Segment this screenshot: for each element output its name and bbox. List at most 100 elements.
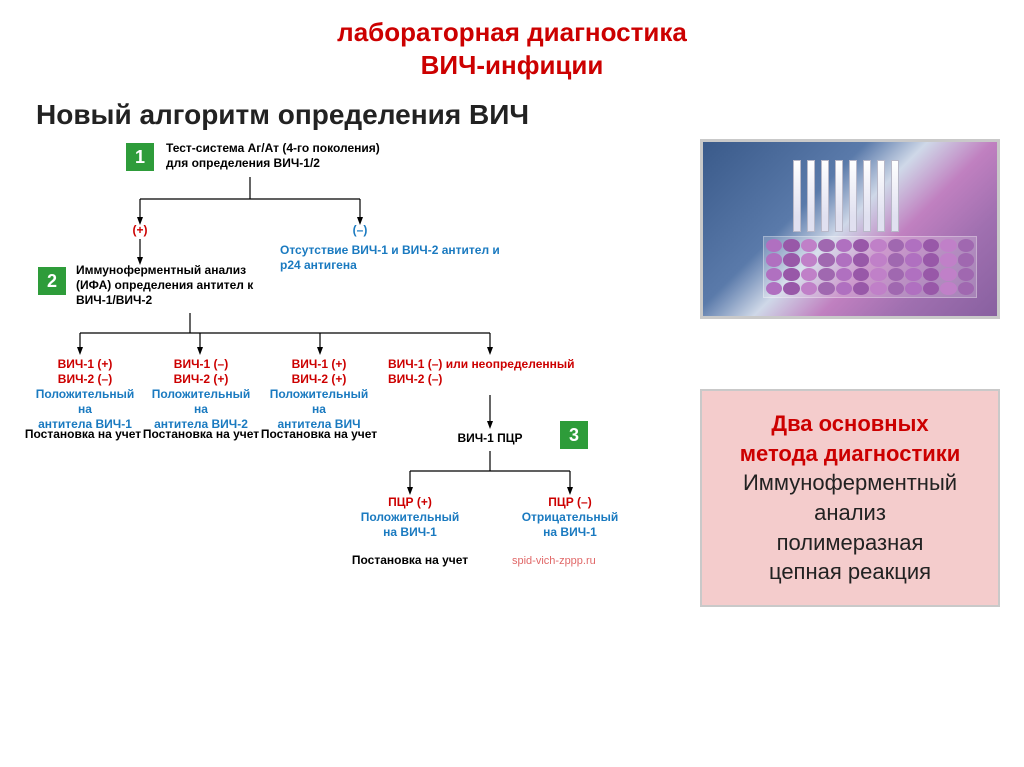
well — [870, 282, 886, 295]
pipette-tube — [821, 160, 829, 232]
well — [818, 239, 834, 252]
step-3-number: 3 — [560, 421, 588, 449]
title-line-2: ВИЧ-инфиции — [421, 50, 604, 80]
algorithm-subtitle: Новый алгоритм определения ВИЧ — [36, 99, 1004, 131]
c2b1: Положительный на — [152, 387, 251, 416]
well — [923, 268, 939, 281]
well — [905, 253, 921, 266]
well — [801, 268, 817, 281]
c3r2: ВИЧ-2 (+) — [292, 372, 347, 386]
well — [870, 268, 886, 281]
well — [958, 282, 974, 295]
info-head-2: метода диагностики — [740, 441, 961, 466]
c3b1: Положительный на — [270, 387, 369, 416]
well — [958, 253, 974, 266]
absent-l2: p24 антигена — [280, 258, 357, 272]
pp3: на ВИЧ-1 — [383, 525, 437, 539]
watermark: spid-vich-zppp.ru — [512, 555, 596, 567]
step2-l2: (ИФА) определения антител к — [76, 278, 253, 292]
absent-l1: Отсутствие ВИЧ-1 и ВИЧ-2 антител и — [280, 243, 500, 257]
c4r2: ВИЧ-2 (–) — [388, 372, 442, 386]
well — [905, 282, 921, 295]
pipette-tube — [807, 160, 815, 232]
step2-l3: ВИЧ-1/ВИЧ-2 — [76, 293, 152, 307]
pipette-tube — [793, 160, 801, 232]
c3r1: ВИЧ-1 (+) — [292, 357, 347, 371]
pipette-tube — [849, 160, 857, 232]
flowchart: 1 Тест-система Аг/Ат (4-го поколения) дл… — [20, 139, 680, 699]
register-1: Постановка на учет — [24, 427, 142, 442]
pm2: Отрицательный — [522, 510, 619, 524]
register-2: Постановка на учет — [142, 427, 260, 442]
result-col-1: ВИЧ-1 (+) ВИЧ-2 (–) Положительный на ант… — [30, 357, 140, 432]
register-pcr: Постановка на учет — [350, 553, 470, 568]
step-2-number: 2 — [38, 267, 66, 295]
pcr-label: ВИЧ-1 ПЦР — [448, 431, 532, 446]
well — [870, 253, 886, 266]
well — [783, 253, 799, 266]
well — [870, 239, 886, 252]
step-1-text: Тест-система Аг/Ат (4-го поколения) для … — [166, 141, 426, 171]
step-2-text: Иммуноферментный анализ (ИФА) определени… — [76, 263, 286, 308]
info-body-1: Иммуноферментный — [743, 470, 957, 495]
well — [836, 268, 852, 281]
result-col-2: ВИЧ-1 (–) ВИЧ-2 (+) Положительный на ант… — [146, 357, 256, 432]
pp2: Положительный — [361, 510, 460, 524]
well — [818, 268, 834, 281]
pm1: ПЦР (–) — [548, 495, 591, 509]
well — [801, 239, 817, 252]
pipette-tube — [863, 160, 871, 232]
info-body-3: полимеразная — [777, 530, 924, 555]
info-body-4: цепная реакция — [769, 559, 931, 584]
register-3: Постановка на учет — [260, 427, 378, 442]
c4r1: ВИЧ-1 (–) или неопределенный — [388, 357, 575, 371]
well — [853, 282, 869, 295]
absent-text: Отсутствие ВИЧ-1 и ВИЧ-2 антител и p24 а… — [280, 243, 510, 273]
info-head-1: Два основных — [771, 411, 928, 436]
well — [853, 268, 869, 281]
pp1: ПЦР (+) — [388, 495, 432, 509]
well — [766, 253, 782, 266]
right-column: Два основных метода диагностики Иммунофе… — [700, 139, 1000, 699]
well — [766, 268, 782, 281]
pipette-tube — [877, 160, 885, 232]
well — [958, 239, 974, 252]
well — [888, 282, 904, 295]
lab-photo — [700, 139, 1000, 319]
well — [818, 253, 834, 266]
c1r1: ВИЧ-1 (+) — [58, 357, 113, 371]
well — [888, 268, 904, 281]
c1r2: ВИЧ-2 (–) — [58, 372, 112, 386]
result-col-4: ВИЧ-1 (–) или неопределенный ВИЧ-2 (–) — [388, 357, 608, 387]
step1-l2: для определения ВИЧ-1/2 — [166, 156, 320, 170]
well — [923, 282, 939, 295]
step2-l1: Иммуноферментный анализ — [76, 263, 246, 277]
well — [905, 268, 921, 281]
well — [818, 282, 834, 295]
content-row: 1 Тест-система Аг/Ат (4-го поколения) дл… — [20, 139, 1004, 699]
well — [783, 239, 799, 252]
step1-l1: Тест-система Аг/Ат (4-го поколения) — [166, 141, 380, 155]
well — [801, 282, 817, 295]
well — [836, 282, 852, 295]
main-title: лабораторная диагностика ВИЧ-инфиции — [20, 16, 1004, 81]
well — [905, 239, 921, 252]
minus-branch: (–) — [340, 223, 380, 238]
well — [783, 282, 799, 295]
step-1-number: 1 — [126, 143, 154, 171]
well — [958, 268, 974, 281]
well — [853, 239, 869, 252]
pipette-tube — [835, 160, 843, 232]
well — [836, 239, 852, 252]
c2r1: ВИЧ-1 (–) — [174, 357, 228, 371]
well — [888, 253, 904, 266]
well — [940, 268, 956, 281]
title-line-1: лабораторная диагностика — [337, 17, 687, 47]
well — [940, 282, 956, 295]
pcr-plus: ПЦР (+) Положительный на ВИЧ-1 — [350, 495, 470, 540]
pipette-tube — [891, 160, 899, 232]
well — [766, 239, 782, 252]
well — [801, 253, 817, 266]
well — [940, 253, 956, 266]
pm3: на ВИЧ-1 — [543, 525, 597, 539]
